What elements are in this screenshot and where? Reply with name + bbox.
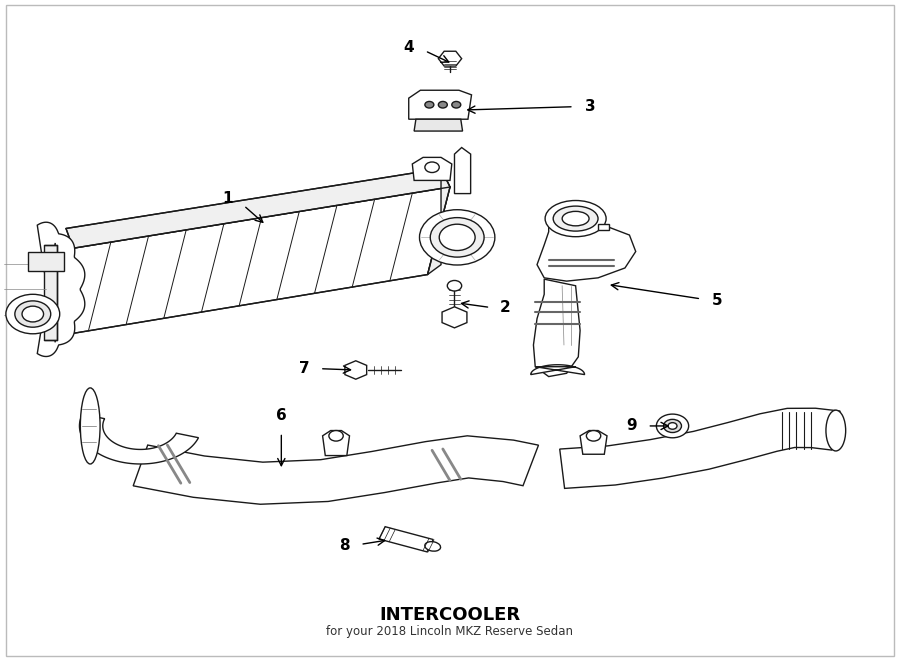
Ellipse shape	[545, 200, 606, 237]
Text: 9: 9	[626, 418, 636, 434]
Polygon shape	[412, 157, 452, 180]
Polygon shape	[50, 187, 450, 337]
Circle shape	[14, 301, 50, 327]
Ellipse shape	[562, 212, 590, 226]
Polygon shape	[79, 414, 199, 464]
Polygon shape	[322, 430, 349, 455]
Text: 7: 7	[300, 361, 310, 376]
Circle shape	[430, 217, 484, 257]
Circle shape	[656, 414, 688, 438]
Ellipse shape	[80, 388, 100, 464]
Text: 1: 1	[222, 191, 233, 206]
Polygon shape	[560, 408, 840, 488]
Circle shape	[22, 306, 43, 322]
Circle shape	[419, 210, 495, 265]
Polygon shape	[28, 252, 64, 271]
Polygon shape	[531, 365, 585, 375]
Text: 6: 6	[276, 408, 287, 422]
Ellipse shape	[425, 541, 441, 551]
Ellipse shape	[554, 206, 598, 231]
Circle shape	[439, 224, 475, 251]
Circle shape	[668, 422, 677, 429]
Polygon shape	[379, 527, 433, 552]
Text: 5: 5	[712, 293, 723, 309]
Circle shape	[6, 294, 59, 334]
Ellipse shape	[826, 410, 846, 451]
Polygon shape	[414, 119, 463, 131]
Polygon shape	[537, 225, 635, 281]
Polygon shape	[534, 279, 580, 377]
Text: for your 2018 Lincoln MKZ Reserve Sedan: for your 2018 Lincoln MKZ Reserve Sedan	[327, 625, 573, 639]
Circle shape	[587, 430, 600, 441]
Polygon shape	[428, 169, 450, 274]
Polygon shape	[580, 430, 607, 454]
Polygon shape	[44, 245, 57, 340]
Polygon shape	[133, 436, 538, 504]
Text: 4: 4	[403, 40, 414, 55]
Polygon shape	[598, 224, 608, 231]
Circle shape	[447, 280, 462, 291]
Circle shape	[452, 101, 461, 108]
Polygon shape	[454, 147, 471, 194]
Text: 3: 3	[585, 99, 595, 114]
Circle shape	[328, 430, 343, 441]
Text: INTERCOOLER: INTERCOOLER	[380, 606, 520, 624]
Text: 2: 2	[500, 300, 510, 315]
Circle shape	[425, 162, 439, 173]
Polygon shape	[66, 169, 450, 249]
Circle shape	[663, 419, 681, 432]
Circle shape	[438, 101, 447, 108]
Polygon shape	[409, 91, 472, 119]
Circle shape	[425, 101, 434, 108]
Text: 8: 8	[339, 538, 349, 553]
Polygon shape	[37, 222, 85, 356]
